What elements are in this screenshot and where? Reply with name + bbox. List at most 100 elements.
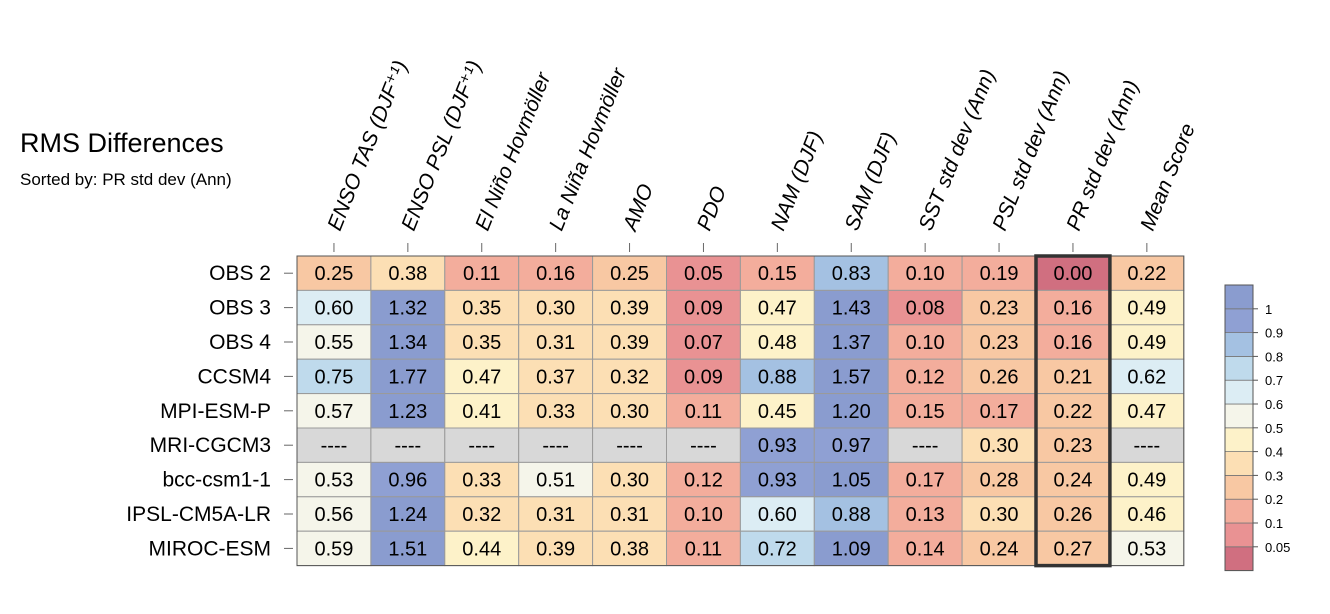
heatmap-cell: [592, 427, 667, 463]
cell-value-label: 0.33: [462, 470, 501, 492]
row-label: MPI-ESM-P: [160, 400, 271, 423]
heatmap-cell: [961, 324, 1037, 360]
cell-value-label: 0.75: [314, 366, 353, 388]
heatmap-cell: [739, 289, 815, 326]
colorbar-tick-label: 1: [1265, 302, 1272, 317]
heatmap-cell: [666, 530, 741, 567]
cell-value-label: 0.28: [980, 470, 1019, 492]
row-label: bcc-csm1-1: [162, 469, 271, 492]
cell-value-label: 0.59: [314, 538, 353, 560]
cell-value-label: 0.32: [462, 504, 501, 526]
cell-value-label: 0.31: [536, 504, 575, 526]
cell-value-label: 0.25: [314, 263, 353, 285]
cell-value-label: 0.35: [462, 332, 501, 354]
heatmap-cell: [813, 427, 889, 463]
cell-value-label: 0.88: [832, 504, 871, 526]
cell-value-label: 0.32: [610, 366, 649, 388]
heatmap-cell: [518, 324, 594, 360]
heatmap-cell: [370, 324, 446, 360]
column-label: AMO: [618, 181, 658, 236]
cell-value-label: 0.37: [536, 366, 575, 388]
cell-value-label: 0.22: [1053, 401, 1092, 423]
cell-value-label: 0.53: [314, 470, 353, 492]
heatmap-cell: [444, 393, 520, 429]
colorbar-tick-label: 0.8: [1265, 349, 1283, 364]
cell-value-label: 0.39: [610, 332, 649, 354]
heatmap-cell: [518, 289, 594, 326]
cell-value-label: 0.07: [684, 332, 723, 354]
cell-value-label: 1.51: [388, 538, 427, 560]
cell-value-label: 0.46: [1127, 504, 1166, 526]
cell-value-label: 1.05: [832, 470, 871, 492]
cell-value-label: 0.30: [980, 504, 1019, 526]
cell-value-label: 0.41: [462, 401, 501, 423]
heatmap-cell: [666, 289, 741, 326]
heatmap-cell: [666, 393, 741, 429]
heatmap-cell: [444, 324, 520, 360]
colorbar-tick-label: 0.5: [1265, 421, 1283, 436]
heatmap-cell: [1035, 358, 1111, 395]
colorbar-segment: [1224, 522, 1254, 548]
heatmap-cell: [813, 496, 889, 532]
cell-value-label: 0.72: [758, 538, 797, 560]
cell-value-label: 0.47: [1127, 401, 1166, 423]
cell-value-label: 0.23: [980, 298, 1019, 320]
colorbar-tick-label: 0.4: [1265, 445, 1283, 460]
column-label: PR std dev (Ann): [1062, 77, 1143, 234]
cell-value-label: 0.12: [684, 470, 723, 492]
colorbar-segment: [1224, 332, 1254, 357]
cell-value-label: 0.51: [536, 470, 575, 492]
cell-value-label: 0.16: [1053, 298, 1092, 320]
cell-value-label: 0.25: [610, 263, 649, 285]
cell-value-label: 0.35: [462, 298, 501, 320]
cell-value-label: 1.57: [832, 366, 871, 388]
row-label: MIROC-ESM: [149, 537, 272, 560]
cell-value-label: 0.56: [314, 504, 353, 526]
cell-value-label: 1.77: [388, 366, 427, 388]
colorbar-segment: [1224, 474, 1254, 500]
cell-value-label: 0.39: [536, 538, 575, 560]
heatmap-cell: [961, 427, 1037, 463]
cell-value-label: 0.49: [1127, 470, 1166, 492]
cell-value-label: 0.57: [314, 401, 353, 423]
cell-value-label: 0.22: [1127, 263, 1166, 285]
cell-value-label: 0.33: [536, 401, 575, 423]
row-label: OBS 4: [209, 331, 271, 354]
colorbar-tick-label: 0.3: [1265, 468, 1283, 483]
cell-value-label: 0.26: [980, 366, 1019, 388]
cell-value-label: ----: [542, 435, 569, 457]
cell-value-label: 0.17: [980, 401, 1019, 423]
colorbar-segment: [1224, 284, 1254, 310]
cell-value-label: 0.13: [906, 504, 945, 526]
column-label: ENSO PSL (DJF⁺¹): [397, 57, 486, 233]
cell-value-label: 0.62: [1127, 366, 1166, 388]
heatmap-cell: [1035, 496, 1111, 532]
heatmap-cell: [370, 427, 446, 463]
column-label: PSL std dev (Ann): [988, 68, 1073, 234]
cell-value-label: ----: [468, 435, 495, 457]
colorbar-tick-label: 0.2: [1265, 492, 1283, 507]
heatmap-cell: [518, 427, 594, 463]
heatmap-cell: [370, 289, 446, 326]
heatmap-cell: [961, 289, 1037, 326]
colorbar-segment: [1224, 498, 1254, 524]
heatmap-cell: [370, 496, 446, 532]
heatmap-cell: [961, 530, 1037, 567]
colorbar-segment: [1224, 403, 1254, 429]
heatmap-cell: [739, 427, 815, 463]
heatmap-cell: [813, 289, 889, 326]
cell-value-label: 0.12: [906, 366, 945, 388]
colorbar-tick-label: 0.7: [1265, 373, 1283, 388]
cell-value-label: 0.30: [536, 298, 575, 320]
heatmap-cell: [370, 530, 446, 567]
heatmap-cell: [961, 461, 1037, 498]
cell-value-label: 0.38: [610, 538, 649, 560]
cell-value-label: 0.19: [980, 263, 1019, 285]
heatmap-cell: [961, 255, 1037, 291]
heatmap-cell: [518, 530, 594, 567]
heatmap-cell: [296, 496, 372, 532]
cell-value-label: 0.26: [1053, 504, 1092, 526]
cell-value-label: 0.49: [1127, 298, 1166, 320]
column-label: NAM (DJF): [767, 128, 828, 234]
colorbar-tick-label: 0.1: [1265, 516, 1283, 531]
